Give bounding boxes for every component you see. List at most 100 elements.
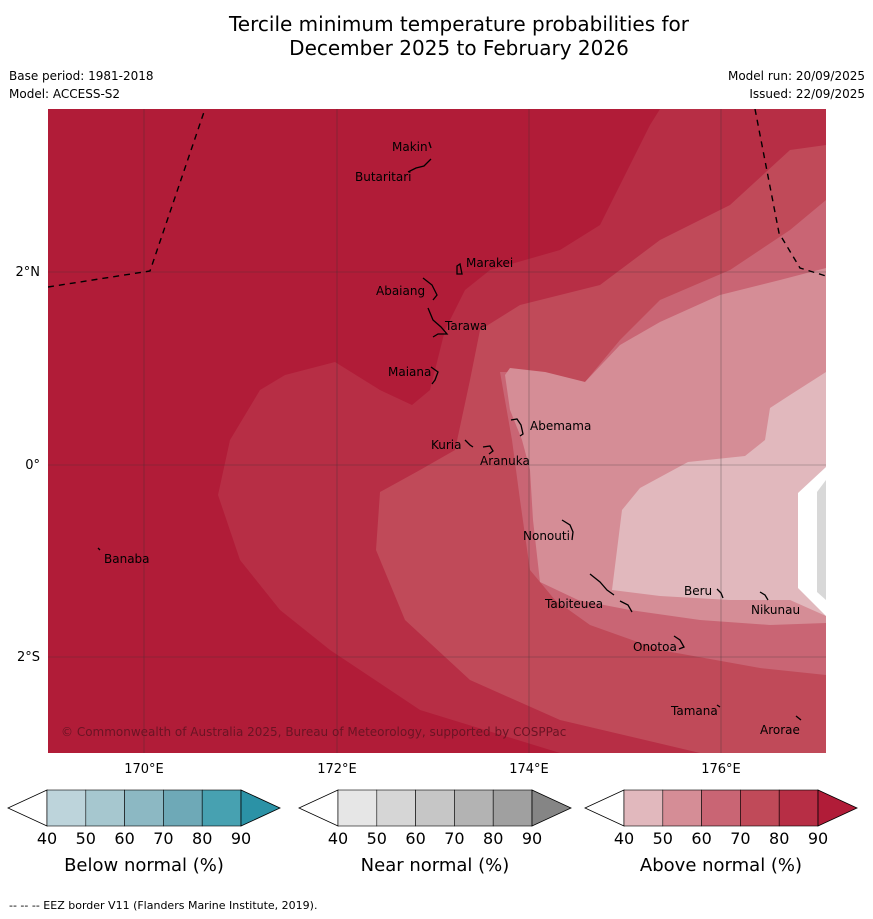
lon-label-176: 176°E	[701, 762, 741, 777]
base-period: Base period: 1981-2018	[9, 69, 154, 83]
lat-label-0: 0°	[25, 458, 40, 473]
island-arorae	[795, 715, 802, 721]
place-label: Abemama	[530, 419, 591, 433]
colorbar-tick: 80	[483, 829, 503, 848]
place-label: Nonouti	[523, 529, 570, 543]
colorbar-2: 40 50 60 70 80 90 Near normal (%)	[298, 789, 572, 876]
place-label: Beru	[684, 584, 712, 598]
island-kuria	[464, 439, 474, 448]
island-beru	[716, 588, 724, 599]
colorbar-tick: 60	[405, 829, 425, 848]
place-label: Kuria	[431, 438, 462, 452]
colorbar-segment	[454, 789, 494, 827]
colorbar-label: Near normal (%)	[361, 855, 510, 876]
colorbar-tick: 70	[444, 829, 464, 848]
place-label: Makin	[392, 140, 428, 154]
island-marakei	[456, 262, 463, 275]
colorbar-segment	[337, 789, 378, 827]
colorbar-extend-low	[7, 789, 48, 827]
place-label: Tamana	[670, 704, 718, 718]
island-tabiteuea-south	[619, 600, 633, 613]
colorbar-tick: 50	[367, 829, 387, 848]
lon-label-172: 172°E	[317, 762, 357, 777]
colorbar-extend-high	[817, 789, 858, 827]
island-nikunau	[759, 591, 769, 601]
colorbar-tick: 70	[730, 829, 750, 848]
model-run: Model run: 20/09/2025	[727, 69, 865, 83]
place-label: Abaiang	[376, 284, 425, 298]
colorbar-tick: 70	[153, 829, 173, 848]
eez-source-note: -- -- -- EEZ border V11 (Flanders Marine…	[9, 899, 318, 912]
model-name: Model: ACCESS-S2	[9, 87, 121, 101]
place-label: Banaba	[104, 552, 150, 566]
meta-right: Model run: 20/09/2025 Issued: 22/09/2025	[728, 67, 865, 103]
island-aranuka	[482, 445, 494, 455]
colorbar-segment	[85, 789, 125, 827]
place-label: Aranuka	[480, 454, 530, 468]
colorbar-tick: 60	[691, 829, 711, 848]
colorbar-segment	[623, 789, 664, 827]
island-onotoa	[673, 635, 685, 650]
island-tarawa	[427, 307, 449, 338]
place-label: Tabiteuea	[544, 597, 603, 611]
colorbar-1: 40 50 60 70 80 90 Below normal (%)	[7, 789, 281, 876]
colorbar-label: Below normal (%)	[64, 855, 224, 876]
graticule	[48, 109, 826, 753]
island-butaritari	[407, 158, 432, 173]
place-labels: Makin Butaritari Marakei Abaiang Tarawa …	[104, 140, 800, 737]
colorbar-label: Above normal (%)	[640, 855, 802, 876]
colorbar-tick: 50	[76, 829, 96, 848]
place-label: Arorae	[760, 723, 800, 737]
island-abaiang	[422, 277, 438, 301]
colorbar-tick: 40	[614, 829, 634, 848]
title-line-1: Tercile minimum temperature probabilitie…	[228, 12, 690, 36]
colorbar-extend-low	[584, 789, 625, 827]
colorbar-segment	[662, 789, 702, 827]
place-label: Maiana	[388, 365, 431, 379]
colorbar-tick: 80	[769, 829, 789, 848]
lat-label-2s: 2°S	[17, 650, 40, 665]
colorbar-segment	[163, 789, 203, 827]
colorbar-segment	[492, 789, 533, 827]
colorbar-tick: 40	[37, 829, 57, 848]
colorbar-segment	[124, 789, 164, 827]
colorbars: 40 50 60 70 80 90 Below normal (%) 40 50 60 70 80 90…	[7, 789, 858, 876]
colorbar-extend-high	[240, 789, 281, 827]
colorbar-segment	[376, 789, 416, 827]
colorbar-3: 40 50 60 70 80 90 Above normal (%)	[584, 789, 858, 876]
copyright-notice: © Commonwealth of Australia 2025, Bureau…	[61, 725, 566, 739]
island-abemama	[510, 418, 524, 437]
axis-labels: 170°E 172°E 174°E 176°E 2°N 0° 2°S	[16, 265, 741, 777]
colorbar-segment	[415, 789, 455, 827]
lon-label-174: 174°E	[509, 762, 549, 777]
lat-label-2n: 2°N	[16, 265, 41, 280]
place-label: Tarawa	[444, 319, 487, 333]
eez-border-west	[48, 109, 206, 288]
colorbar-segment	[778, 789, 819, 827]
colorbar-tick: 50	[653, 829, 673, 848]
colorbar-tick: 90	[522, 829, 542, 848]
meta-left: Base period: 1981-2018 Model: ACCESS-S2	[9, 67, 154, 103]
island-nonouti	[561, 519, 574, 541]
island-tamana	[716, 704, 721, 708]
issued-date: Issued: 22/09/2025	[749, 87, 865, 101]
lon-label-170: 170°E	[124, 762, 164, 777]
colorbar-tick: 90	[231, 829, 251, 848]
colorbar-segment	[701, 789, 741, 827]
colorbar-extend-low	[298, 789, 339, 827]
colorbar-segment	[46, 789, 87, 827]
colorbar-tick: 80	[192, 829, 212, 848]
island-maiana	[430, 366, 439, 385]
island-outlines	[97, 141, 802, 721]
eez-border-east	[754, 109, 826, 277]
place-label: Marakei	[466, 256, 513, 270]
island-banaba	[97, 547, 101, 551]
place-label: Onotoa	[633, 640, 677, 654]
probability-field: Makin Butaritari Marakei Abaiang Tarawa …	[48, 109, 826, 753]
colorbar-tick: 90	[808, 829, 828, 848]
colorbar-segment	[740, 789, 780, 827]
place-label: Nikunau	[751, 603, 800, 617]
title-line-2: December 2025 to February 2026	[289, 36, 629, 60]
colorbar-extend-high	[531, 789, 572, 827]
